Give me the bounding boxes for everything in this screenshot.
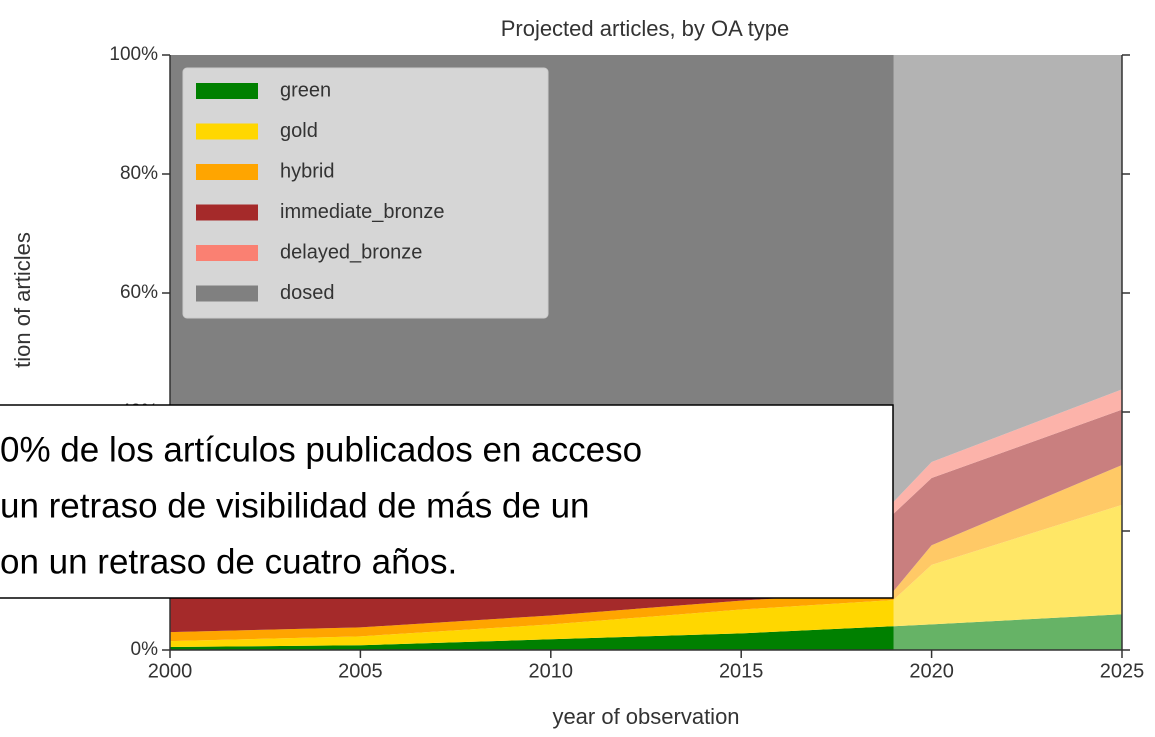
- legend-label: delayed_bronze: [280, 241, 422, 263]
- x-tick-label: 2025: [1100, 660, 1145, 682]
- legend-swatch: [196, 245, 258, 261]
- legend: green gold hybrid immediate_bronze delayed_b…: [182, 67, 549, 319]
- annotation-box: [0, 404, 894, 599]
- area: [170, 504, 1122, 648]
- annotation: 0% de los artículos publicados en acceso…: [0, 404, 894, 599]
- chart-title: Projected articles, by OA type: [501, 16, 790, 41]
- x-tick-label: 2020: [909, 660, 954, 682]
- legend-label: dosed: [280, 282, 335, 304]
- x-axis-label: year of observation: [552, 704, 739, 729]
- legend-label: green: [280, 79, 331, 101]
- annotation-text: on un retraso de cuatro años.: [0, 542, 457, 581]
- legend-box: [182, 67, 549, 319]
- legend-swatch: [196, 123, 258, 140]
- y-tick-label: 80%: [120, 163, 158, 184]
- legend-swatch: [196, 204, 258, 221]
- legend-swatch: [196, 164, 258, 180]
- legend-swatch: [196, 285, 258, 302]
- y-tick-label: 0%: [131, 639, 159, 660]
- x-tick-label: 2000: [148, 660, 193, 682]
- y-axis-label: tion of articles: [10, 232, 35, 368]
- y-tick-label: 100%: [109, 44, 158, 65]
- legend-label: hybrid: [280, 160, 334, 182]
- y-tick-label: 60%: [120, 282, 158, 303]
- legend-swatch: [196, 83, 258, 99]
- x-tick-label: 2015: [719, 660, 764, 682]
- projection-shade: [893, 55, 1122, 650]
- legend-label: gold: [280, 120, 318, 142]
- annotation-text: un retraso de visibilidad de más de un: [0, 486, 590, 525]
- area: [170, 614, 1122, 650]
- x-tick-label: 2010: [529, 660, 574, 682]
- legend-label: immediate_bronze: [280, 201, 445, 223]
- annotation-text: 0% de los artículos publicados en acceso: [0, 430, 642, 469]
- x-tick-label: 2005: [338, 660, 383, 682]
